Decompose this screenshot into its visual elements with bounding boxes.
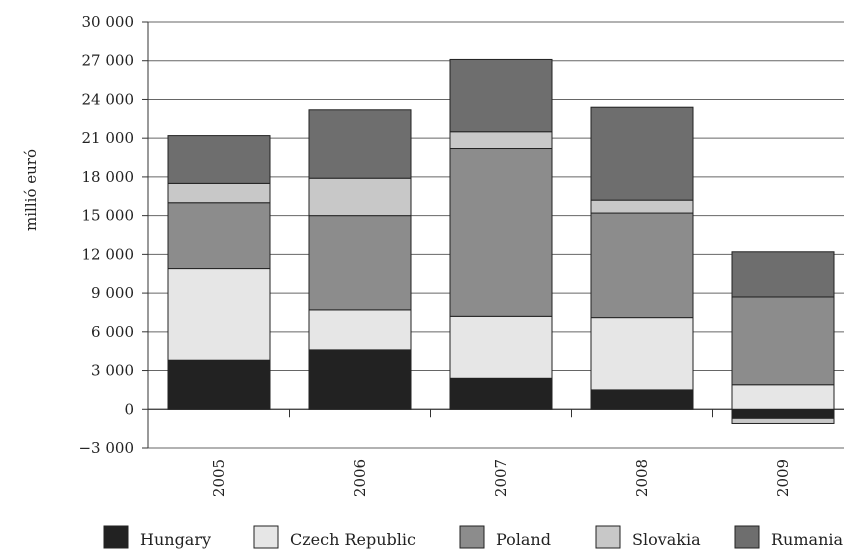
bar-segment: [449, 58, 553, 133]
bar-segment: [590, 212, 694, 319]
bar-segment: [308, 215, 412, 311]
legend-label: Poland: [496, 530, 551, 549]
bar-segment: [731, 408, 835, 419]
legend-label: Czech Republic: [290, 530, 416, 549]
y-tick-label: 3 000: [91, 362, 134, 380]
legend-swatch: [459, 525, 485, 549]
y-tick-label: 12 000: [82, 245, 135, 263]
y-tick-label: 30 000: [82, 13, 135, 31]
legend-label: Rumania: [771, 530, 843, 549]
y-tick-label: 18 000: [82, 168, 135, 186]
bar-segment: [308, 349, 412, 410]
bar-segment: [590, 389, 694, 410]
x-tick-label: 2005: [210, 459, 228, 497]
y-tick-label: 27 000: [82, 52, 135, 70]
bar-segment: [167, 182, 271, 204]
x-tick-label: 2006: [351, 459, 369, 497]
bar-segment: [167, 359, 271, 410]
legend-swatch: [595, 525, 621, 549]
bars: [167, 58, 835, 424]
y-tick-label: 0: [124, 400, 134, 418]
bar-segment: [167, 202, 271, 270]
bar-segment: [308, 177, 412, 217]
y-tick-label: 6 000: [91, 323, 134, 341]
bar-segment: [731, 296, 835, 386]
bar-segment: [731, 417, 835, 424]
y-tick-label: 15 000: [82, 207, 135, 225]
bar-segment: [590, 106, 694, 201]
y-tick-labels: −3 000 0 3 000 6 000 9 000 12 000 15 000 18 000…: [78, 13, 134, 457]
y-tick-label: −3 000: [78, 439, 134, 457]
bar-segment: [167, 135, 271, 184]
x-tick-label: 2008: [633, 459, 651, 497]
bar-segment: [449, 148, 553, 317]
legend-swatch: [734, 525, 760, 549]
bar-segment: [449, 377, 553, 410]
bar-segment: [308, 109, 412, 179]
legend-swatch: [253, 525, 279, 549]
bar-segment: [731, 251, 835, 298]
x-tick-label: 2007: [492, 459, 510, 497]
legend: Hungary Czech Republic Poland Slovakia Ruman…: [103, 525, 843, 549]
legend-swatch: [103, 525, 129, 549]
y-tick-label: 9 000: [91, 284, 134, 302]
bar-segment: [449, 315, 553, 379]
bar-segment: [449, 131, 553, 150]
legend-label: Hungary: [140, 530, 211, 549]
bar-segment: [731, 384, 835, 410]
bar-segment: [167, 268, 271, 361]
x-tick-labels: 2005 2006 2007 2008 2009: [210, 459, 792, 497]
y-tick-label: 21 000: [82, 129, 135, 147]
y-axis-label: millió euró: [22, 149, 40, 231]
y-tick-label: 24 000: [82, 90, 135, 108]
bar-segment: [308, 309, 412, 351]
bar-segment: [590, 317, 694, 391]
x-tick-label: 2009: [774, 459, 792, 497]
bar-segment: [590, 199, 694, 214]
legend-label: Slovakia: [632, 530, 701, 549]
